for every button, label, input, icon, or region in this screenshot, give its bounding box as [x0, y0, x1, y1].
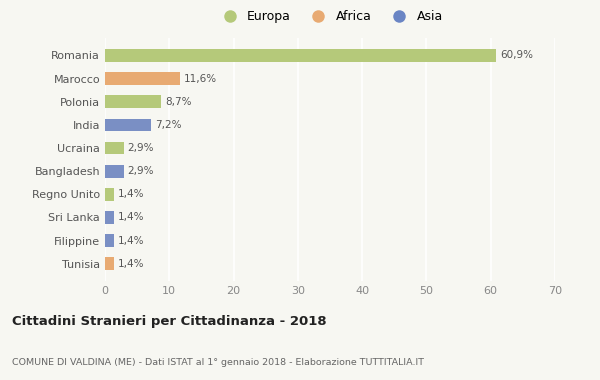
Bar: [105, 49, 497, 62]
Bar: [105, 165, 124, 177]
Text: 2,9%: 2,9%: [128, 166, 154, 176]
Text: 1,4%: 1,4%: [118, 259, 145, 269]
Text: 60,9%: 60,9%: [500, 51, 533, 60]
Bar: [105, 234, 114, 247]
Text: 1,4%: 1,4%: [118, 189, 145, 200]
Text: 8,7%: 8,7%: [165, 97, 191, 107]
Bar: [105, 95, 161, 108]
Text: 11,6%: 11,6%: [184, 74, 217, 84]
Bar: [105, 119, 151, 131]
Text: 2,9%: 2,9%: [128, 143, 154, 153]
Text: Cittadini Stranieri per Cittadinanza - 2018: Cittadini Stranieri per Cittadinanza - 2…: [12, 315, 326, 328]
Text: 7,2%: 7,2%: [155, 120, 182, 130]
Bar: [105, 142, 124, 154]
Bar: [105, 188, 114, 201]
Text: 1,4%: 1,4%: [118, 212, 145, 222]
Legend: Europa, Africa, Asia: Europa, Africa, Asia: [213, 6, 447, 27]
Bar: [105, 257, 114, 270]
Bar: [105, 211, 114, 224]
Bar: [105, 72, 179, 85]
Text: COMUNE DI VALDINA (ME) - Dati ISTAT al 1° gennaio 2018 - Elaborazione TUTTITALIA: COMUNE DI VALDINA (ME) - Dati ISTAT al 1…: [12, 358, 424, 367]
Text: 1,4%: 1,4%: [118, 236, 145, 245]
